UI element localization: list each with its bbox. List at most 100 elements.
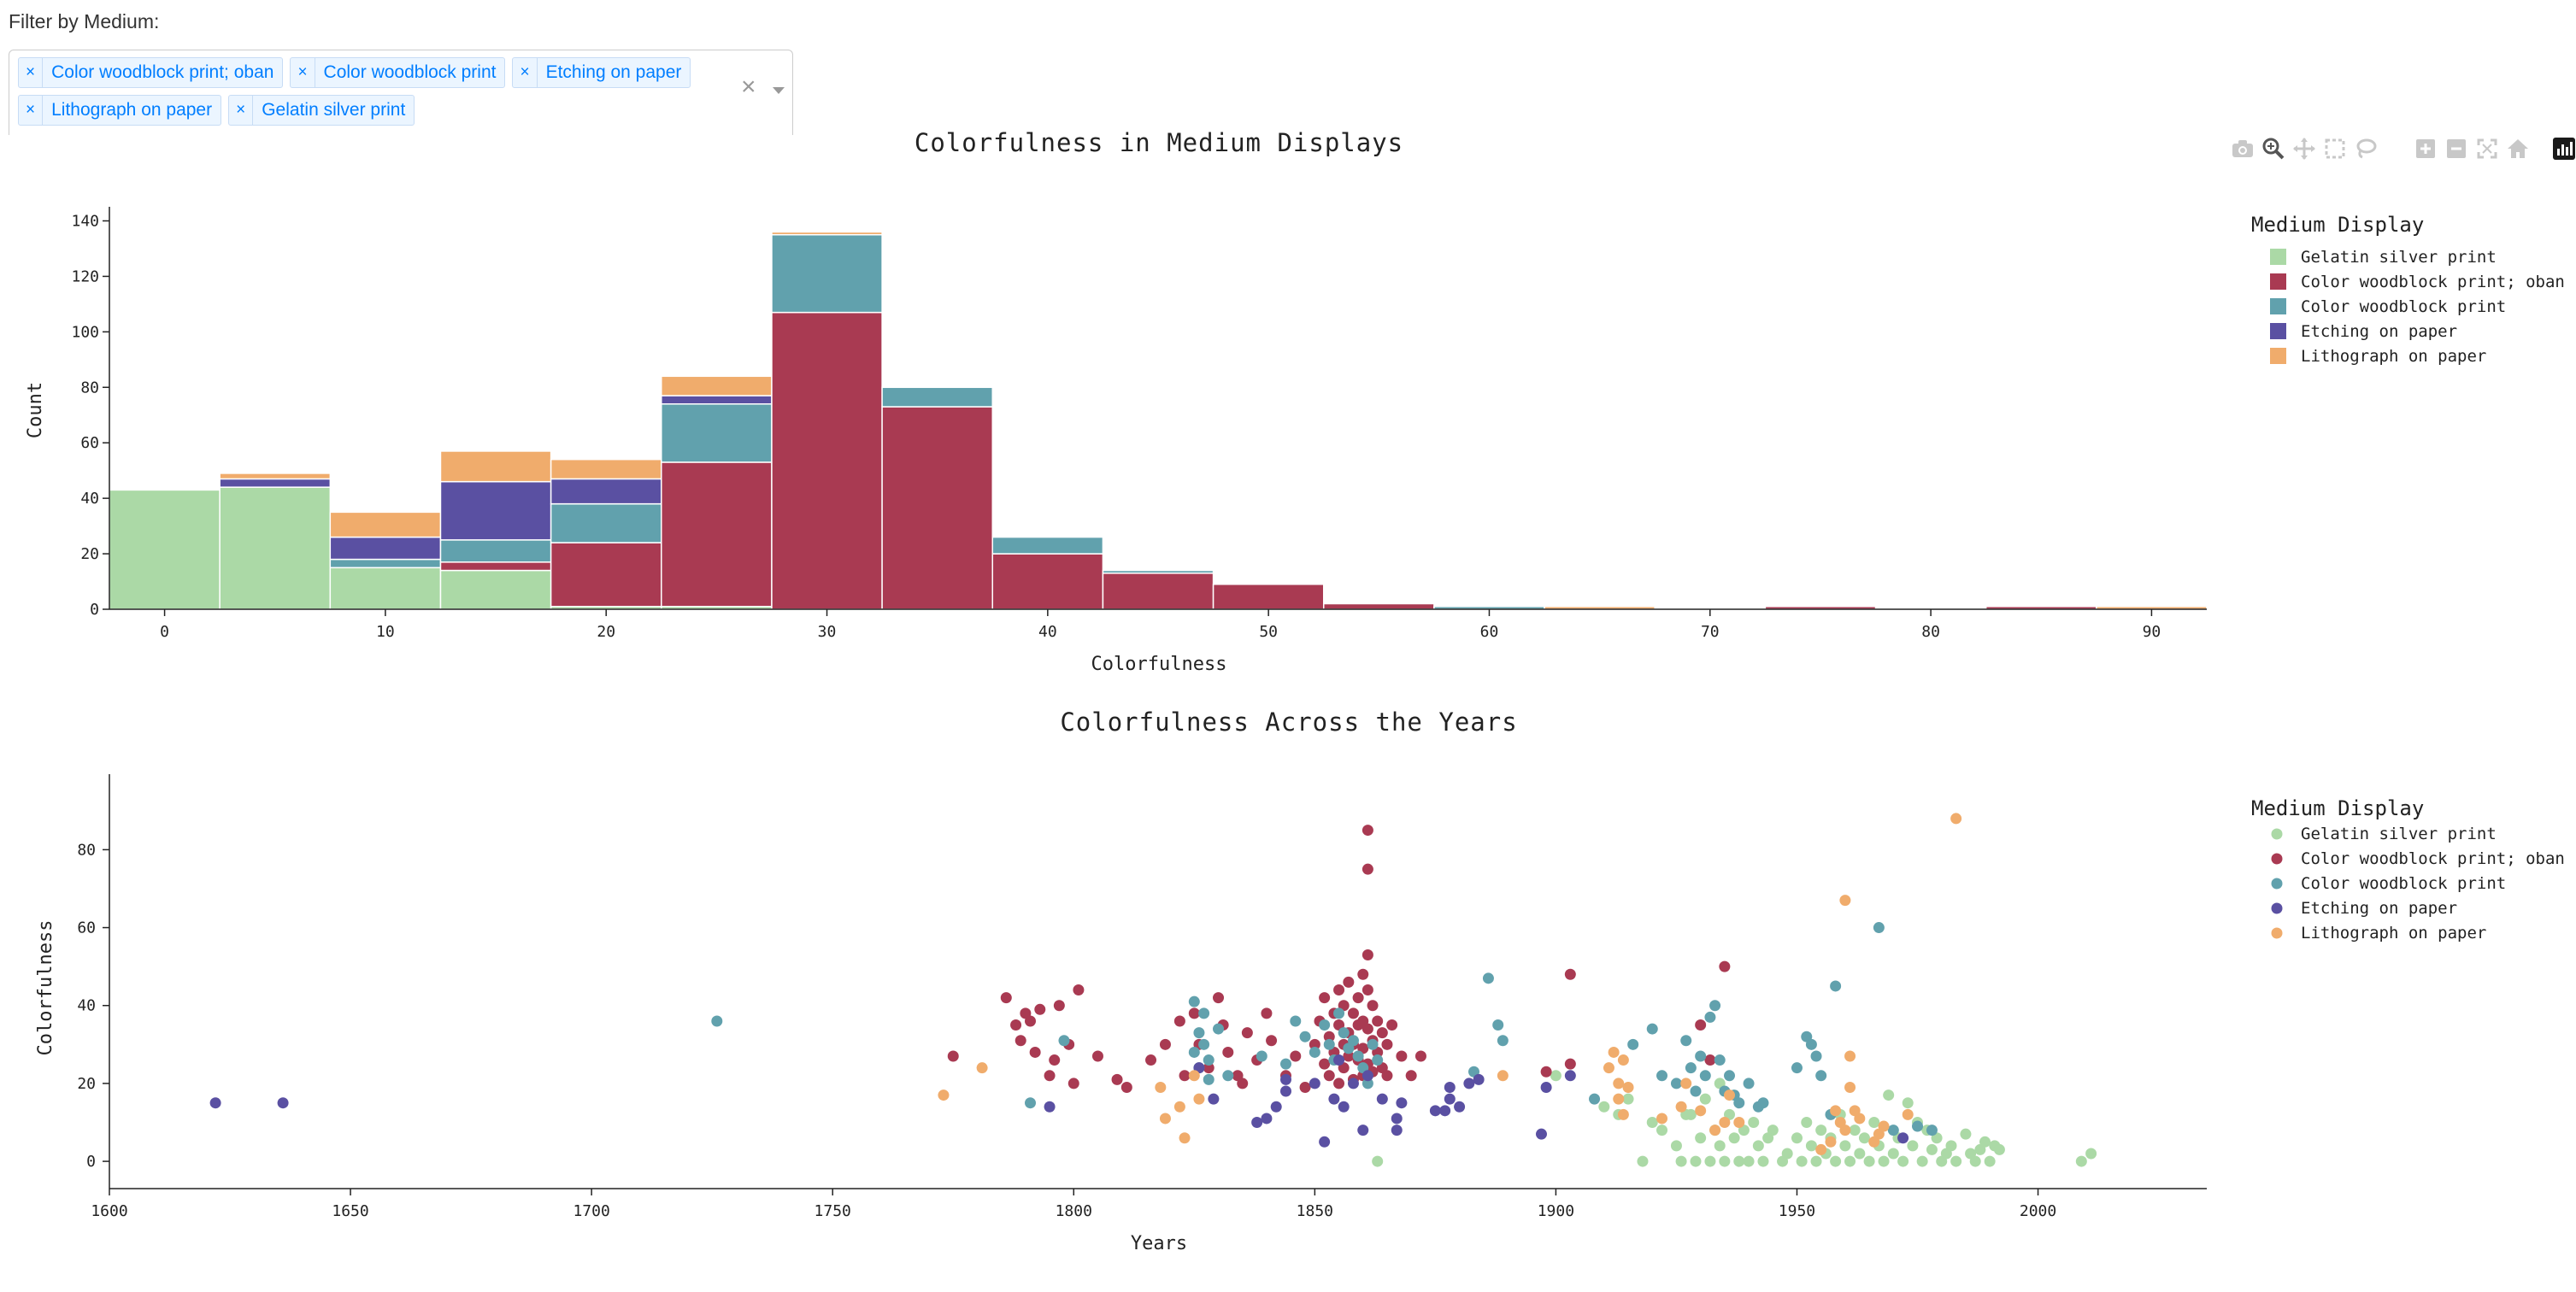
scatter-point[interactable] (1979, 1136, 1991, 1148)
histogram-bar[interactable] (109, 489, 221, 610)
scatter-point[interactable] (1719, 960, 1731, 972)
scatter-point[interactable] (1179, 1070, 1191, 1082)
scatter-point[interactable] (1319, 1136, 1331, 1148)
scatter-point[interactable] (1044, 1101, 1056, 1113)
scatter-point[interactable] (1333, 1007, 1345, 1019)
scatter-point[interactable] (1704, 1155, 1716, 1167)
scatter-point[interactable] (1015, 1035, 1026, 1047)
scatter-point[interactable] (1333, 984, 1345, 995)
scatter-point[interactable] (1825, 1136, 1837, 1148)
scatter-point[interactable] (1613, 1078, 1625, 1089)
scatter-point[interactable] (1391, 1125, 1403, 1136)
scatter-point[interactable] (1319, 1058, 1331, 1070)
scatter-point[interactable] (1367, 1038, 1379, 1050)
scatter-point[interactable] (1319, 1019, 1331, 1031)
histogram-plot-area[interactable] (109, 231, 2208, 610)
scatter-point[interactable] (1916, 1155, 1928, 1167)
scatter-point[interactable] (1237, 1078, 1249, 1089)
scatter-point[interactable] (1839, 1125, 1851, 1136)
scatter-point[interactable] (1646, 1117, 1658, 1128)
scatter-point[interactable] (1830, 1105, 1842, 1117)
scatter-point[interactable] (1695, 1105, 1707, 1117)
scatter-point[interactable] (2075, 1155, 2087, 1167)
scatter-point[interactable] (1680, 1078, 1692, 1089)
scatter-point[interactable] (1256, 1050, 1267, 1062)
scatter-point[interactable] (1333, 1054, 1345, 1066)
scatter-point[interactable] (1993, 1143, 2005, 1155)
scatter-point[interactable] (1984, 1155, 1996, 1167)
histogram-bar[interactable] (329, 558, 442, 569)
scatter-point[interactable] (1251, 1117, 1263, 1128)
chip-remove-icon[interactable]: × (19, 58, 44, 87)
scatter-point[interactable] (1323, 1038, 1335, 1050)
scatter-point[interactable] (1656, 1113, 1668, 1125)
scatter-point[interactable] (1025, 1015, 1037, 1027)
scatter-point[interactable] (1000, 992, 1012, 1004)
scatter-point[interactable] (1159, 1113, 1171, 1125)
scatter-point[interactable] (1073, 984, 1085, 995)
scatter-point[interactable] (1805, 1140, 1817, 1152)
histogram-bar[interactable] (439, 539, 552, 563)
histogram-bar[interactable] (550, 478, 662, 505)
scatter-point[interactable] (1748, 1117, 1760, 1128)
scatter-point[interactable] (1454, 1101, 1466, 1113)
scatter-point[interactable] (1709, 1000, 1721, 1012)
scatter-point[interactable] (1863, 1155, 1875, 1167)
scatter-point[interactable] (1372, 1155, 1384, 1167)
scatter-point[interactable] (1719, 1117, 1731, 1128)
scatter-point[interactable] (1675, 1155, 1687, 1167)
scatter-point[interactable] (1173, 1015, 1185, 1027)
scatter-point[interactable] (1058, 1035, 1070, 1047)
zoom-icon[interactable] (2261, 137, 2285, 161)
scatter-point[interactable] (1261, 1113, 1273, 1125)
scatter-point[interactable] (1695, 1050, 1707, 1062)
scatter-point[interactable] (1902, 1108, 1914, 1120)
scatter-point[interactable] (1188, 995, 1200, 1007)
scatter-point[interactable] (1362, 1023, 1373, 1035)
scatter-point[interactable] (1203, 1054, 1214, 1066)
histogram-bar[interactable] (1322, 602, 1435, 610)
scatter-point[interactable] (1203, 1062, 1214, 1074)
scatter-point[interactable] (1849, 1125, 1861, 1136)
scatter-point[interactable] (1444, 1093, 1456, 1105)
scatter-point[interactable] (1270, 1101, 1282, 1113)
histogram-bar[interactable] (1102, 569, 1214, 574)
scatter-point[interactable] (1362, 863, 1373, 875)
scatter-point[interactable] (1362, 1070, 1373, 1082)
camera-icon[interactable] (2231, 137, 2255, 161)
zoom-out-icon[interactable] (2444, 137, 2468, 161)
histogram-bar[interactable] (661, 395, 773, 405)
scatter-point[interactable] (1844, 1155, 1856, 1167)
scatter-point[interactable] (1405, 1070, 1417, 1082)
histogram-bar[interactable] (661, 375, 773, 396)
scatter-point[interactable] (1386, 1019, 1398, 1031)
scatter-point[interactable] (1319, 992, 1331, 1004)
scatter-point[interactable] (1714, 1054, 1726, 1066)
scatter-point[interactable] (938, 1089, 950, 1101)
scatter-point[interactable] (1279, 1085, 1291, 1097)
scatter-point[interactable] (1878, 1120, 1890, 1132)
chip-remove-icon[interactable]: × (513, 58, 538, 87)
scatter-point[interactable] (1213, 992, 1225, 1004)
scatter-point[interactable] (1497, 1070, 1509, 1082)
scatter-point[interactable] (1646, 1023, 1658, 1035)
scatter-point[interactable] (1690, 1085, 1702, 1097)
scatter-point[interactable] (1858, 1132, 1870, 1144)
scatter-point[interactable] (1343, 976, 1355, 988)
scatter-point[interactable] (1564, 1070, 1576, 1082)
scatter-point[interactable] (1343, 1050, 1355, 1062)
scatter-point[interactable] (1414, 1050, 1426, 1062)
scatter-point[interactable] (1675, 1101, 1687, 1113)
scatter-point[interactable] (1323, 1070, 1335, 1082)
scatter-point[interactable] (1815, 1070, 1827, 1082)
scatter-point[interactable] (1396, 1050, 1408, 1062)
histogram-bar[interactable] (991, 553, 1104, 610)
scatter-point[interactable] (1159, 1038, 1171, 1050)
scatter-point[interactable] (1617, 1108, 1629, 1120)
scatter-point[interactable] (1188, 1070, 1200, 1082)
scatter-point[interactable] (1897, 1155, 1909, 1167)
scatter-point[interactable] (1049, 1054, 1061, 1066)
scatter-point[interactable] (1439, 1105, 1451, 1117)
histogram-bar[interactable] (771, 233, 883, 314)
scatter-point[interactable] (1173, 1101, 1185, 1113)
